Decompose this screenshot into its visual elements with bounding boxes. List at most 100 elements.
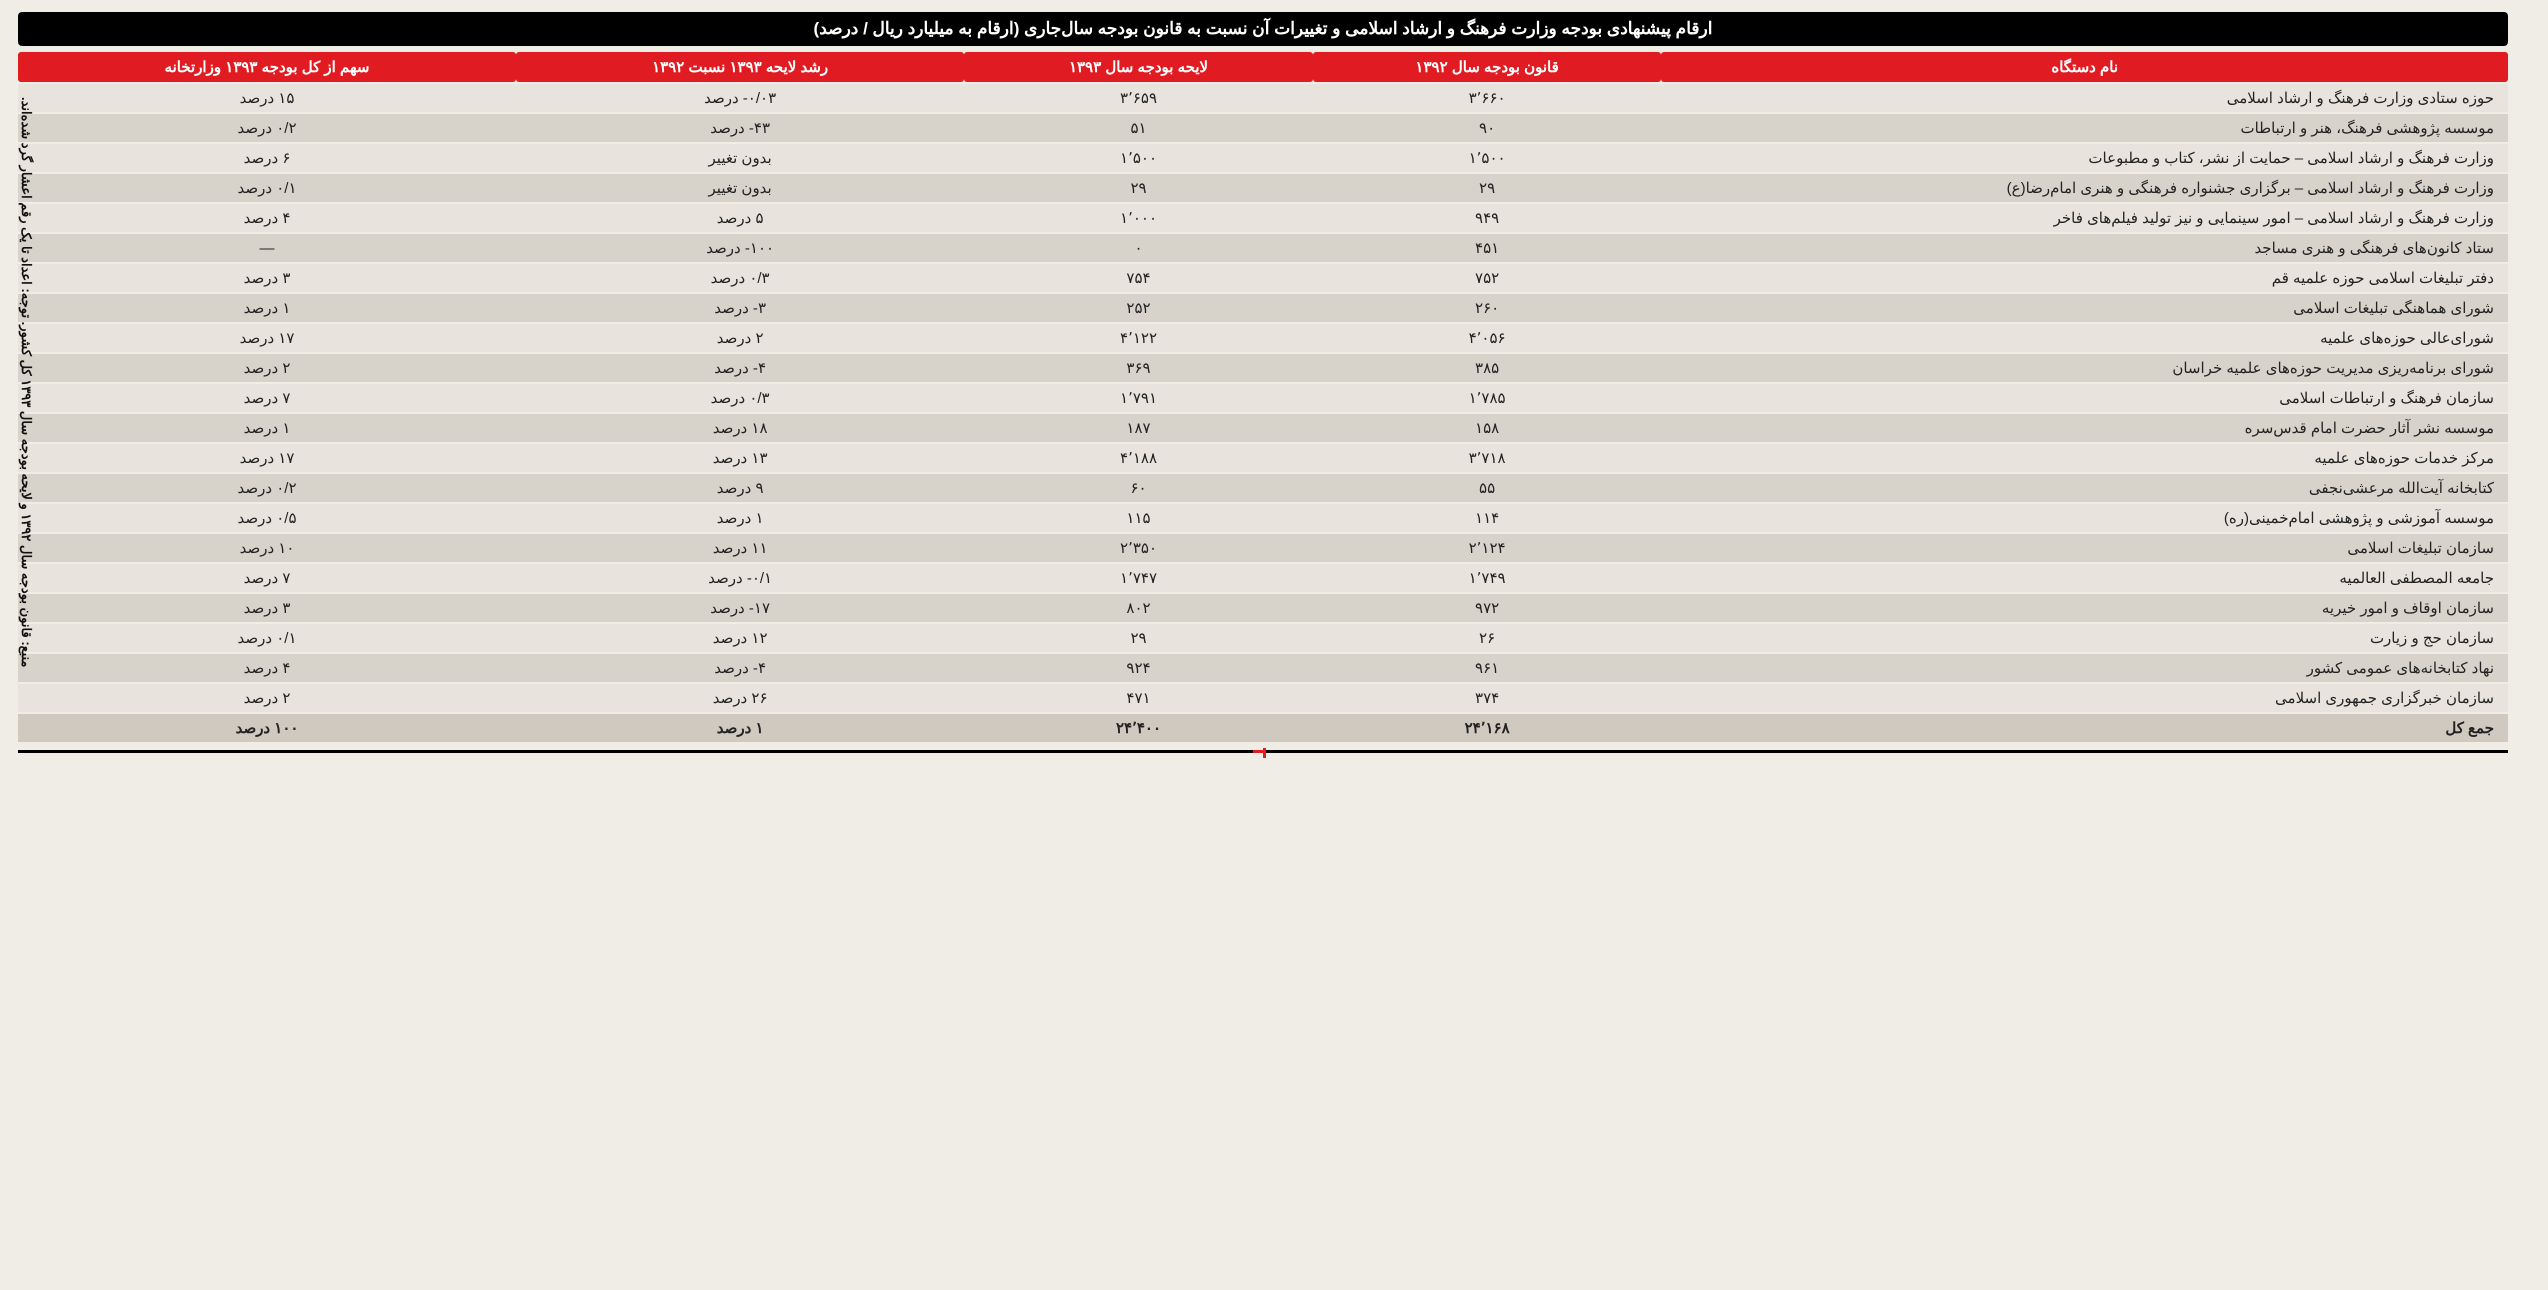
cell-growth: بدون تغییر xyxy=(516,174,964,202)
cell-b1393: ۶۰ xyxy=(964,474,1313,502)
cell-name: سازمان اوقاف و امور خیریه xyxy=(1661,594,2508,622)
cell-name: شورای‌عالی حوزه‌های علمیه xyxy=(1661,324,2508,352)
table-title: ارقام پیشنهادی بودجه وزارت فرهنگ و ارشاد… xyxy=(18,12,2508,46)
cell-name: سازمان فرهنگ و ارتباطات اسلامی xyxy=(1661,384,2508,412)
table-row: جامعه المصطفی العالمیه۱٬۷۴۹۱٬۷۴۷۰/۱- درص… xyxy=(18,564,2508,592)
cell-b1393: ۱٬۵۰۰ xyxy=(964,144,1313,172)
cell-b1392: ۲۹ xyxy=(1313,174,1662,202)
cell-b1393: ۹۲۴ xyxy=(964,654,1313,682)
cell-b1393: ۷۵۴ xyxy=(964,264,1313,292)
budget-table: نام دستگاه قانون بودجه سال ۱۳۹۲ لایحه بو… xyxy=(18,50,2508,744)
cell-share: ۱ درصد xyxy=(18,414,516,442)
cell-b1392: ۵۵ xyxy=(1313,474,1662,502)
cell-name: سازمان خبرگزاری جمهوری اسلامی xyxy=(1661,684,2508,712)
cell-growth: ۰/۳ درصد xyxy=(516,384,964,412)
cell-b1392: ۴٬۰۵۶ xyxy=(1313,324,1662,352)
cell-b1392: ۲۶ xyxy=(1313,624,1662,652)
cell-share: ۱۷ درصد xyxy=(18,324,516,352)
cell-b1393: ۰ xyxy=(964,234,1313,262)
cell-growth: ۲۶ درصد xyxy=(516,684,964,712)
table-row: شورای‌عالی حوزه‌های علمیه۴٬۰۵۶۴٬۱۲۲۲ درص… xyxy=(18,324,2508,352)
cell-b1393: ۲۹ xyxy=(964,174,1313,202)
cell-growth: ۱۸ درصد xyxy=(516,414,964,442)
cell-name: جامعه المصطفی العالمیه xyxy=(1661,564,2508,592)
cell-growth: ۴- درصد xyxy=(516,654,964,682)
table-row: کتابخانه آیت‌الله مرعشی‌نجفی۵۵۶۰۹ درصد۰/… xyxy=(18,474,2508,502)
table-row: سازمان خبرگزاری جمهوری اسلامی۳۷۴۴۷۱۲۶ در… xyxy=(18,684,2508,712)
cell-b1393: ۲۴٬۴۰۰ xyxy=(964,714,1313,742)
cell-name: سازمان تبلیغات اسلامی xyxy=(1661,534,2508,562)
cell-share: ۳ درصد xyxy=(18,594,516,622)
cell-b1393: ۱۸۷ xyxy=(964,414,1313,442)
cell-b1393: ۱٬۷۴۷ xyxy=(964,564,1313,592)
cell-name: سازمان حج و زیارت xyxy=(1661,624,2508,652)
cell-share: ۰/۱ درصد xyxy=(18,174,516,202)
cell-growth: ۱۱ درصد xyxy=(516,534,964,562)
table-row: موسسه آموزشی و پژوهشی امام‌خمینی(ره)۱۱۴۱… xyxy=(18,504,2508,532)
col-header-b1393: لایحه بودجه سال ۱۳۹۳ xyxy=(964,52,1313,82)
col-header-name: نام دستگاه xyxy=(1661,52,2508,82)
cell-share: ۱ درصد xyxy=(18,294,516,322)
cell-name: موسسه نشر آثار حضرت امام قدس‌سره xyxy=(1661,414,2508,442)
table-row: سازمان فرهنگ و ارتباطات اسلامی۱٬۷۸۵۱٬۷۹۱… xyxy=(18,384,2508,412)
cell-b1392: ۳۸۵ xyxy=(1313,354,1662,382)
cell-b1392: ۱٬۷۸۵ xyxy=(1313,384,1662,412)
cell-b1392: ۱٬۵۰۰ xyxy=(1313,144,1662,172)
cell-b1392: ۲۴٬۱۶۸ xyxy=(1313,714,1662,742)
cell-name: موسسه پژوهشی فرهنگ، هنر و ارتباطات xyxy=(1661,114,2508,142)
cell-growth: ۹ درصد xyxy=(516,474,964,502)
cell-name: وزارت فرهنگ و ارشاد اسلامی – امور سینمای… xyxy=(1661,204,2508,232)
cell-b1393: ۴٬۱۲۲ xyxy=(964,324,1313,352)
cell-growth: ۵ درصد xyxy=(516,204,964,232)
cell-name: نهاد کتابخانه‌های عمومی کشور xyxy=(1661,654,2508,682)
cell-growth: ۱ درصد xyxy=(516,504,964,532)
cell-share: ۱۵ درصد xyxy=(18,84,516,112)
table-row: موسسه پژوهشی فرهنگ، هنر و ارتباطات۹۰۵۱۴۳… xyxy=(18,114,2508,142)
cell-b1392: ۴۵۱ xyxy=(1313,234,1662,262)
table-row: ستاد کانون‌های فرهنگی و هنری مساجد۴۵۱۰۱۰… xyxy=(18,234,2508,262)
cell-share: ۷ درصد xyxy=(18,564,516,592)
cell-growth: ۱۷- درصد xyxy=(516,594,964,622)
cell-share: ۶ درصد xyxy=(18,144,516,172)
cell-growth: ۰/۱- درصد xyxy=(516,564,964,592)
col-header-share: سهم از کل بودجه ۱۳۹۳ وزارتخانه xyxy=(18,52,516,82)
cell-b1393: ۴٬۱۸۸ xyxy=(964,444,1313,472)
table-row: وزارت فرهنگ و ارشاد اسلامی – حمایت از نش… xyxy=(18,144,2508,172)
cell-share: ۰/۲ درصد xyxy=(18,474,516,502)
cell-growth: ۱۲ درصد xyxy=(516,624,964,652)
cell-share: ۴ درصد xyxy=(18,204,516,232)
cell-b1393: ۳۶۹ xyxy=(964,354,1313,382)
cell-b1392: ۲٬۱۲۴ xyxy=(1313,534,1662,562)
cell-b1392: ۳٬۷۱۸ xyxy=(1313,444,1662,472)
cell-b1393: ۸۰۲ xyxy=(964,594,1313,622)
cell-name: دفتر تبلیغات اسلامی حوزه علمیه قم xyxy=(1661,264,2508,292)
total-row: جمع کل۲۴٬۱۶۸۲۴٬۴۰۰۱ درصد۱۰۰ درصد xyxy=(18,714,2508,742)
cell-b1392: ۹۴۹ xyxy=(1313,204,1662,232)
table-row: نهاد کتابخانه‌های عمومی کشور۹۶۱۹۲۴۴- درص… xyxy=(18,654,2508,682)
table-row: سازمان اوقاف و امور خیریه۹۷۲۸۰۲۱۷- درصد۳… xyxy=(18,594,2508,622)
table-row: شورای برنامه‌ریزی مدیریت حوزه‌های علمیه … xyxy=(18,354,2508,382)
cell-share: ۴ درصد xyxy=(18,654,516,682)
cell-name: ستاد کانون‌های فرهنگی و هنری مساجد xyxy=(1661,234,2508,262)
cell-b1392: ۱۱۴ xyxy=(1313,504,1662,532)
cell-b1393: ۲۹ xyxy=(964,624,1313,652)
cell-name: شورای هماهنگی تبلیغات اسلامی xyxy=(1661,294,2508,322)
cell-share: ۱۰ درصد xyxy=(18,534,516,562)
cell-share: — xyxy=(18,234,516,262)
cell-b1392: ۲۶۰ xyxy=(1313,294,1662,322)
cell-growth: ۱ درصد xyxy=(516,714,964,742)
cell-name: مرکز خدمات حوزه‌های علمیه xyxy=(1661,444,2508,472)
cell-growth: ۱۰۰- درصد xyxy=(516,234,964,262)
header-row: نام دستگاه قانون بودجه سال ۱۳۹۲ لایحه بو… xyxy=(18,52,2508,82)
cell-share: ۳ درصد xyxy=(18,264,516,292)
cell-b1393: ۲۵۲ xyxy=(964,294,1313,322)
cell-share: ۰/۲ درصد xyxy=(18,114,516,142)
cell-share: ۲ درصد xyxy=(18,354,516,382)
cell-share: ۰/۵ درصد xyxy=(18,504,516,532)
cell-share: ۰/۱ درصد xyxy=(18,624,516,652)
cell-b1392: ۹۶۱ xyxy=(1313,654,1662,682)
cell-growth: ۴۳- درصد xyxy=(516,114,964,142)
cell-b1393: ۱۱۵ xyxy=(964,504,1313,532)
cell-growth: ۰/۳ درصد xyxy=(516,264,964,292)
cell-share: ۷ درصد xyxy=(18,384,516,412)
